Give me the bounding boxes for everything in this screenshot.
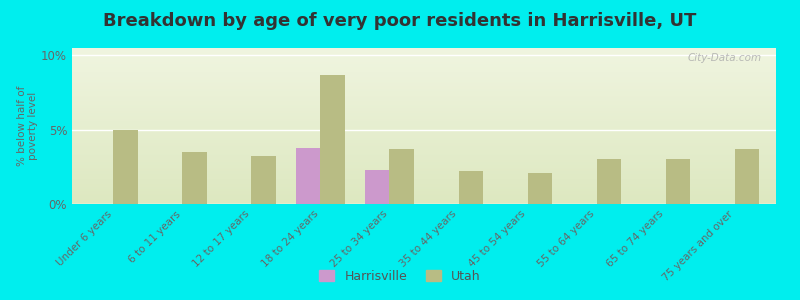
Bar <box>734 149 758 204</box>
Bar <box>296 148 321 204</box>
Bar <box>182 152 206 204</box>
Bar <box>458 171 482 204</box>
Bar <box>527 173 552 204</box>
Bar <box>114 130 138 204</box>
Bar <box>366 170 390 204</box>
Text: Breakdown by age of very poor residents in Harrisville, UT: Breakdown by age of very poor residents … <box>103 12 697 30</box>
Y-axis label: % below half of
poverty level: % below half of poverty level <box>17 86 38 166</box>
Bar <box>666 159 690 204</box>
Bar <box>390 149 414 204</box>
Bar <box>597 159 621 204</box>
Bar <box>251 157 276 204</box>
Legend: Harrisville, Utah: Harrisville, Utah <box>314 265 486 288</box>
Bar <box>321 75 345 204</box>
Text: City-Data.com: City-Data.com <box>688 53 762 63</box>
